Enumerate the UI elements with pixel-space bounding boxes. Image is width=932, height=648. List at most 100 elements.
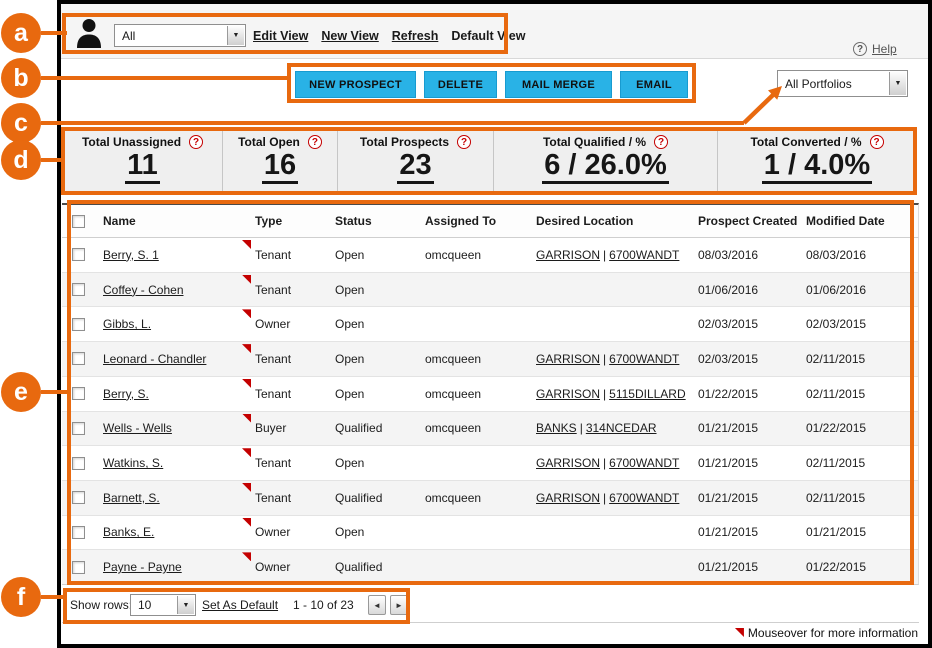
desired-location-link[interactable]: BANKS [536,421,577,436]
view-select[interactable]: All ▼ [114,24,246,47]
stat-value-link[interactable]: 1 / 4.0% [761,150,873,184]
desired-location-link[interactable]: GARRISON [536,247,601,262]
stat-total-qualified-: Total Qualified / %? 6 / 26.0% [494,129,718,193]
stat-help-icon[interactable]: ? [307,135,322,149]
column-header-desired-location[interactable]: Desired Location [536,214,634,228]
stat-help-icon[interactable]: ? [457,135,472,149]
tooltip-marker-icon [242,413,251,423]
show-rows-select[interactable]: 10 ▼ [130,594,196,616]
row-checkbox[interactable] [72,387,85,401]
new-prospect-button[interactable]: NEW PROSPECT [295,71,416,98]
portfolio-select-value: All Portfolios [785,76,852,91]
stat-label: Total Unassigned [81,135,182,149]
type-cell: Owner [255,560,291,575]
prospect-name-link[interactable]: Berry, S. [103,386,149,401]
type-cell: Buyer [255,421,287,436]
view-select-value: All [122,28,136,43]
row-checkbox[interactable] [72,317,85,331]
column-header-modified-date[interactable]: Modified Date [806,214,885,228]
row-checkbox[interactable] [72,352,85,366]
callout-a-badge: a [1,13,41,53]
view-link-refresh[interactable]: Refresh [391,29,439,43]
row-checkbox[interactable] [72,456,85,470]
help-area: ? Help [853,42,897,56]
prospect-name-link[interactable]: Wells - Wells [103,421,172,436]
desired-location-link[interactable]: 6700WANDT [609,351,680,366]
mouseover-note: Mouseover for more information [600,626,918,640]
row-checkbox[interactable] [72,421,85,435]
prospect-name-link[interactable]: Berry, S. 1 [103,247,159,262]
prospect-name-link[interactable]: Leonard - Chandler [103,351,207,366]
next-page-button[interactable]: ► [390,595,408,615]
stat-help-icon[interactable]: ? [189,135,204,149]
stat-value-link[interactable]: 23 [397,150,434,184]
stat-label: Total Qualified / % [542,135,647,149]
tooltip-marker-icon [242,274,251,284]
desired-location-link[interactable]: 314NCEDAR [585,421,657,436]
type-cell: Tenant [255,247,292,262]
row-checkbox[interactable] [72,283,85,297]
email-button[interactable]: EMAIL [620,71,688,98]
delete-button[interactable]: DELETE [424,71,497,98]
desired-location-link[interactable]: GARRISON [536,351,601,366]
portfolio-select-arrow-button[interactable]: ▼ [889,72,906,95]
callout-d-badge: d [1,140,41,180]
prospect-name-link[interactable]: Barnett, S. [103,490,160,505]
stat-value-link[interactable]: 6 / 26.0% [542,150,669,184]
table-row: Wells - Wells Buyer Qualified omcqueen BANKS… [62,411,918,447]
column-header-type[interactable]: Type [255,214,283,228]
stat-help-icon[interactable]: ? [869,135,884,149]
row-checkbox[interactable] [72,560,85,574]
stat-value-link[interactable]: 11 [125,150,160,184]
tooltip-marker-icon [242,517,251,527]
column-header-status[interactable]: Status [335,214,372,228]
desired-location-link[interactable]: 6700WANDT [609,247,680,262]
location-separator: | [603,490,607,505]
desired-location-link[interactable]: 6700WANDT [609,456,680,471]
portfolio-select[interactable]: All Portfolios ▼ [777,70,908,97]
desired-location-link[interactable]: GARRISON [536,490,601,505]
arrow-right-icon: ► [395,600,403,610]
prospect-name-link[interactable]: Payne - Payne [103,560,182,575]
view-link-edit-view[interactable]: Edit View [253,29,309,43]
select-all-checkbox[interactable] [72,214,85,228]
desired-location-link[interactable]: 6700WANDT [609,490,680,505]
row-checkbox[interactable] [72,248,85,262]
set-as-default-link[interactable]: Set As Default [202,598,279,612]
column-header-prospect-created[interactable]: Prospect Created [698,214,798,228]
row-checkbox[interactable] [72,491,85,505]
prospect-created-cell: 01/22/2015 [698,386,759,401]
mail-merge-button[interactable]: MAIL MERGE [505,71,612,98]
type-cell: Tenant [255,282,292,297]
prospect-name-link[interactable]: Gibbs, L. [103,317,152,332]
prospect-name-link[interactable]: Coffey - Cohen [103,282,184,297]
view-link-default-view[interactable]: Default View [451,29,526,43]
view-link-new-view[interactable]: New View [321,29,379,43]
show-rows-arrow-button[interactable]: ▼ [177,596,194,614]
row-checkbox[interactable] [72,525,85,539]
view-select-arrow-button[interactable]: ▼ [227,26,244,45]
tooltip-marker-icon [242,448,251,458]
type-cell: Owner [255,317,291,332]
help-link[interactable]: Help [872,42,897,56]
status-cell: Qualified [335,560,383,575]
callout-b-badge: b [1,58,41,98]
desired-location-cell: GARRISON | 6700WANDT [536,238,679,272]
modified-date-cell: 02/11/2015 [806,386,866,401]
modified-date-cell: 02/11/2015 [806,351,866,366]
show-rows-value: 10 [138,598,152,612]
help-icon: ? [853,42,867,56]
column-header-assigned-to[interactable]: Assigned To [425,214,497,228]
type-cell: Tenant [255,386,292,401]
tooltip-marker-icon [242,240,251,249]
stat-help-icon[interactable]: ? [654,135,669,149]
prospect-name-link[interactable]: Watkins, S. [103,456,164,471]
column-header-name[interactable]: Name [103,214,136,228]
desired-location-link[interactable]: GARRISON [536,456,601,471]
modified-date-cell: 01/21/2015 [806,525,867,540]
desired-location-link[interactable]: 5115DILLARD [609,386,686,401]
desired-location-link[interactable]: GARRISON [536,386,601,401]
previous-page-button[interactable]: ◄ [368,595,386,615]
prospect-name-link[interactable]: Banks, E. [103,525,155,540]
stat-value-link[interactable]: 16 [261,150,299,184]
